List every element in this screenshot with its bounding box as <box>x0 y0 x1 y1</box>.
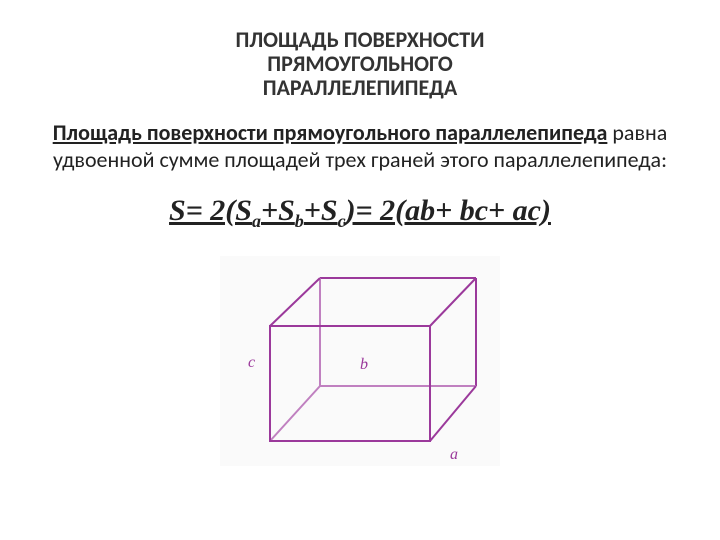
edge-join-br <box>430 386 476 441</box>
label-c: c <box>248 354 255 372</box>
label-b: b <box>360 356 368 374</box>
body-bold: Площадь поверхности прямоугольного парал… <box>53 119 608 146</box>
formula-p3: +S <box>304 194 338 227</box>
cuboid-diagram: c b a <box>220 256 500 466</box>
diagram-container: c b a <box>40 256 680 466</box>
formula-sub-b: b <box>295 211 304 231</box>
formula-sub-c: c <box>338 211 346 231</box>
formula-content: S= 2(Sa+Sb+Sc)= 2(ab+ bc+ ac) <box>169 194 551 227</box>
title-line-3: ПАРАЛЛЕЛЕПИПЕДА <box>40 76 680 100</box>
slide-title: ПЛОЩАДЬ ПОВЕРХНОСТИ ПРЯМОУГОЛЬНОГО ПАРАЛ… <box>40 28 680 101</box>
body-text: Площадь поверхности прямоугольного парал… <box>40 119 680 174</box>
formula-p2: +S <box>261 194 295 227</box>
title-line-2: ПРЯМОУГОЛЬНОГО <box>40 52 680 76</box>
formula-p4: )= 2(ab+ bc+ ac) <box>346 194 551 227</box>
formula: S= 2(Sa+Sb+Sc)= 2(ab+ bc+ ac) <box>40 194 680 232</box>
edge-join-tr <box>430 278 476 326</box>
edge-join-bl <box>270 386 320 441</box>
slide: ПЛОЩАДЬ ПОВЕРХНОСТИ ПРЯМОУГОЛЬНОГО ПАРАЛ… <box>0 0 720 540</box>
formula-sub-a: a <box>252 211 261 231</box>
edge-join-tl <box>270 278 320 326</box>
label-a: a <box>450 446 458 464</box>
formula-p1: S= 2(S <box>169 194 252 227</box>
title-line-1: ПЛОЩАДЬ ПОВЕРХНОСТИ <box>40 28 680 52</box>
front-face <box>270 326 430 441</box>
